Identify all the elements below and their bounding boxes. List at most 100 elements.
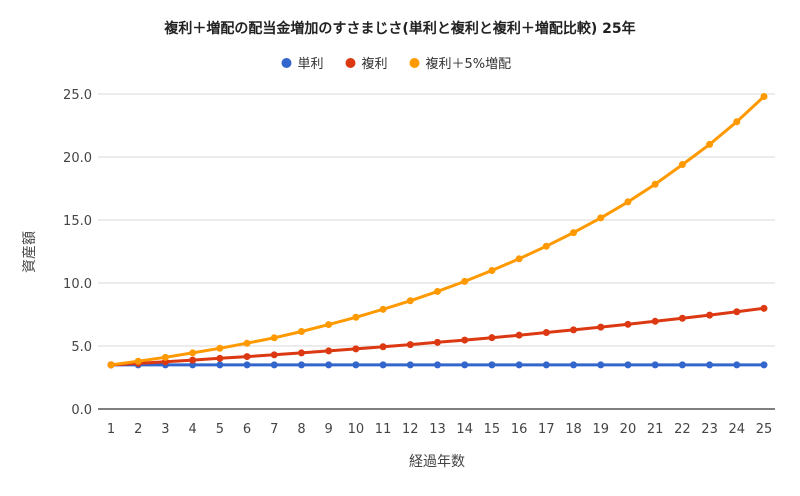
x-tick-label: 5 [216, 422, 224, 437]
legend: 単利 複利 複利＋5%増配 [281, 56, 512, 72]
data-point-series-3 [216, 344, 224, 352]
x-tick-label: 11 [375, 422, 392, 437]
data-point-series-2 [325, 347, 333, 355]
data-point-series-1 [406, 361, 414, 369]
data-point-series-2 [189, 356, 197, 364]
data-point-series-1 [597, 361, 605, 369]
y-tick-label: 5.0 [71, 340, 92, 355]
x-tick-label: 17 [538, 422, 555, 437]
data-point-series-2 [297, 349, 305, 357]
data-point-series-2 [434, 338, 441, 346]
data-point-series-1 [379, 361, 387, 369]
data-point-series-1 [570, 361, 578, 369]
data-point-series-1 [624, 361, 632, 369]
y-tick-label: 25.0 [63, 88, 92, 103]
x-tick-label: 23 [701, 422, 718, 437]
data-point-series-2 [488, 334, 496, 342]
x-tick-label: 22 [674, 422, 691, 437]
data-point-series-3 [161, 353, 169, 361]
data-point-series-3 [434, 287, 441, 295]
data-point-series-1 [216, 361, 224, 369]
series-line-3 [109, 95, 766, 367]
data-point-series-3 [488, 267, 496, 275]
data-point-series-2 [461, 336, 469, 344]
data-point-series-1 [760, 361, 768, 369]
data-point-series-3 [379, 305, 387, 313]
data-point-series-1 [542, 361, 550, 369]
x-tick-label: 10 [348, 422, 365, 437]
data-point-series-3 [189, 349, 197, 357]
data-point-series-1 [488, 361, 496, 369]
series-points [107, 93, 768, 369]
data-point-series-3 [297, 328, 305, 336]
legend-marker [281, 58, 292, 68]
y-tick-label: 20.0 [63, 151, 92, 166]
data-point-series-2 [570, 326, 578, 334]
data-point-series-1 [515, 361, 523, 369]
x-tick-label: 14 [456, 422, 473, 437]
data-point-series-1 [243, 361, 251, 369]
data-point-series-3 [651, 180, 659, 188]
data-point-series-3 [597, 214, 605, 222]
x-tick-label: 16 [511, 422, 528, 437]
x-tick-label: 18 [565, 422, 582, 437]
data-point-series-3 [243, 339, 251, 347]
data-point-series-3 [406, 297, 414, 305]
data-point-series-2 [243, 353, 251, 361]
x-tick-label: 8 [297, 422, 305, 437]
data-point-series-2 [515, 331, 523, 339]
x-tick-label: 13 [429, 422, 446, 437]
data-point-series-2 [760, 304, 768, 312]
x-tick-label: 21 [647, 422, 664, 437]
legend-label: 単利 [298, 56, 324, 72]
data-point-series-2 [678, 314, 686, 322]
legend-marker [345, 58, 356, 68]
x-tick-label: 3 [161, 422, 169, 437]
data-point-series-1 [352, 361, 360, 369]
data-point-series-3 [352, 313, 360, 321]
x-tick-label: 4 [188, 422, 196, 437]
data-point-series-2 [216, 354, 224, 362]
data-point-series-1 [325, 361, 333, 369]
legend-item: 複利＋5%増配 [409, 56, 512, 72]
data-point-series-2 [379, 343, 387, 351]
series-lines [109, 95, 766, 367]
data-point-series-3 [134, 357, 142, 365]
data-point-series-1 [461, 361, 469, 369]
data-point-series-1 [434, 361, 441, 369]
data-point-series-2 [624, 320, 632, 328]
x-tick-label: 20 [620, 422, 637, 437]
data-point-series-3 [270, 334, 278, 342]
x-tick-label: 6 [243, 422, 251, 437]
data-point-series-2 [406, 341, 414, 349]
x-tick-label: 12 [402, 422, 419, 437]
data-point-series-3 [570, 229, 578, 237]
y-tick-label: 15.0 [63, 214, 92, 229]
data-point-series-3 [325, 321, 333, 329]
legend-item: 単利 [281, 56, 324, 72]
data-point-series-1 [297, 361, 305, 369]
data-point-series-2 [651, 317, 659, 325]
y-axis-title: 資産額 [22, 231, 38, 273]
series-line-2 [109, 306, 766, 367]
legend-label: 複利＋5%増配 [426, 56, 512, 72]
x-tick-label: 7 [270, 422, 278, 437]
legend-item: 複利 [345, 56, 388, 72]
data-point-series-2 [270, 351, 278, 359]
data-point-series-3 [678, 161, 686, 169]
grid-lines [98, 93, 775, 410]
data-point-series-3 [706, 140, 714, 148]
data-point-series-3 [461, 277, 469, 285]
x-tick-label: 9 [325, 422, 333, 437]
data-point-series-3 [733, 118, 741, 126]
y-axis-ticks: 0.0 5.0 10.0 15.0 20.0 25.0 [63, 88, 92, 418]
data-point-series-1 [706, 361, 714, 369]
data-point-series-2 [597, 323, 605, 331]
y-tick-label: 0.0 [71, 403, 92, 418]
data-point-series-1 [189, 361, 197, 369]
chart-title: 複利＋増配の配当金増加のすさまじさ(単利と複利と複利＋増配比較) 25年 [163, 20, 635, 37]
legend-marker [409, 58, 420, 68]
x-tick-label: 15 [484, 422, 501, 437]
